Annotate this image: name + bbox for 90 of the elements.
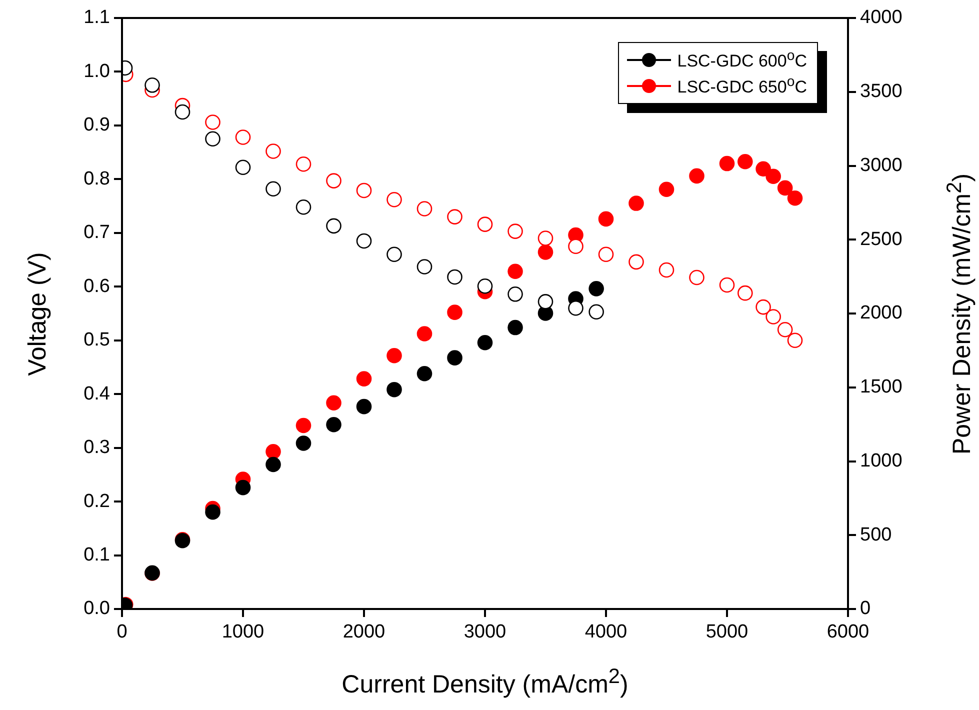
point: [266, 444, 281, 460]
y-tick-label: 0.1: [84, 544, 110, 566]
y-tick-label: 0.5: [84, 330, 110, 351]
point: [777, 180, 793, 196]
y-tick-label: 0.0: [84, 598, 110, 620]
point: [416, 201, 432, 216]
point: [266, 456, 281, 472]
point: [568, 300, 584, 316]
point: [787, 190, 803, 206]
y2-tick-label: 0: [860, 598, 871, 620]
point: [174, 104, 190, 120]
y2-tick-label: 500: [860, 524, 892, 546]
point: [738, 285, 753, 301]
point: [766, 168, 781, 184]
point: [266, 144, 281, 159]
point: [738, 154, 753, 170]
point: [689, 270, 704, 286]
y2-tick-label: 2500: [860, 228, 902, 250]
point: [658, 262, 674, 278]
point: [756, 299, 771, 315]
point: [386, 382, 402, 398]
point: [205, 504, 220, 520]
y-tick-label: 0.8: [84, 168, 110, 190]
point: [356, 398, 372, 414]
y-tick-label: 0.7: [84, 222, 110, 244]
point: [296, 436, 312, 451]
point: [658, 182, 674, 198]
y-tick-label: 0.9: [84, 114, 110, 136]
y-tick-label: 1.0: [84, 60, 110, 82]
point: [628, 196, 644, 211]
point: [508, 320, 523, 336]
point: [538, 244, 554, 260]
y2-tick-label: 2000: [860, 302, 902, 324]
point: [416, 366, 432, 382]
x-tick-label: 1000: [222, 622, 264, 643]
y2-tick-label: 1000: [860, 450, 902, 472]
y2-tick-label: 4000: [860, 7, 902, 28]
x-axis-title: Current Density (mA/cm$^{2}$): [342, 665, 628, 700]
x-tick-label: 0: [116, 622, 128, 643]
point: [787, 332, 803, 348]
point: [416, 326, 432, 342]
point: [296, 156, 312, 172]
x-tick-label: 2000: [342, 622, 386, 643]
point: [588, 281, 604, 296]
y-axis-title: Voltage (V): [24, 252, 52, 376]
x-tick-label: 5000: [706, 622, 748, 643]
legend-label: LSC-GDC 600$^{o}$C: [677, 48, 807, 72]
point: [356, 182, 372, 198]
point: [235, 480, 251, 496]
point: [447, 304, 462, 320]
point: [235, 130, 251, 145]
x-tick-label: 4000: [584, 622, 628, 643]
point: [689, 168, 704, 184]
point: [598, 246, 614, 262]
point: [756, 161, 771, 177]
point: [508, 264, 523, 280]
point: [205, 114, 220, 130]
y2-tick-label: 3500: [860, 81, 902, 102]
point: [477, 334, 493, 350]
point: [777, 322, 793, 338]
legend-label: LSC-GDC 650$^{o}$C: [677, 74, 807, 98]
point: [326, 416, 342, 432]
point: [766, 309, 781, 324]
point: [447, 350, 462, 366]
point: [326, 395, 342, 411]
x-tick-label: 3000: [464, 622, 506, 643]
y-tick-label: 1.1: [84, 7, 110, 28]
point: [356, 371, 372, 386]
y-tick-label: 0.2: [84, 490, 110, 512]
y-tick-label: 0.6: [84, 276, 110, 297]
point: [477, 216, 493, 232]
point: [598, 211, 614, 227]
point: [447, 209, 462, 224]
point: [386, 348, 402, 364]
point: [568, 238, 584, 254]
point: [719, 156, 735, 172]
point: [538, 230, 554, 246]
y2-tick-label: 3000: [860, 154, 902, 176]
point: [326, 173, 342, 188]
point: [144, 78, 160, 93]
point: [477, 278, 493, 294]
x-tick-label: 6000: [826, 622, 870, 643]
point: [508, 224, 523, 239]
point: [386, 192, 402, 208]
point: [628, 254, 644, 270]
y-tick-label: 0.4: [84, 383, 110, 404]
point: [296, 418, 312, 434]
y-tick-label: 0.3: [84, 437, 110, 458]
point: [719, 277, 735, 293]
y2-tick-label: 1500: [860, 376, 902, 398]
